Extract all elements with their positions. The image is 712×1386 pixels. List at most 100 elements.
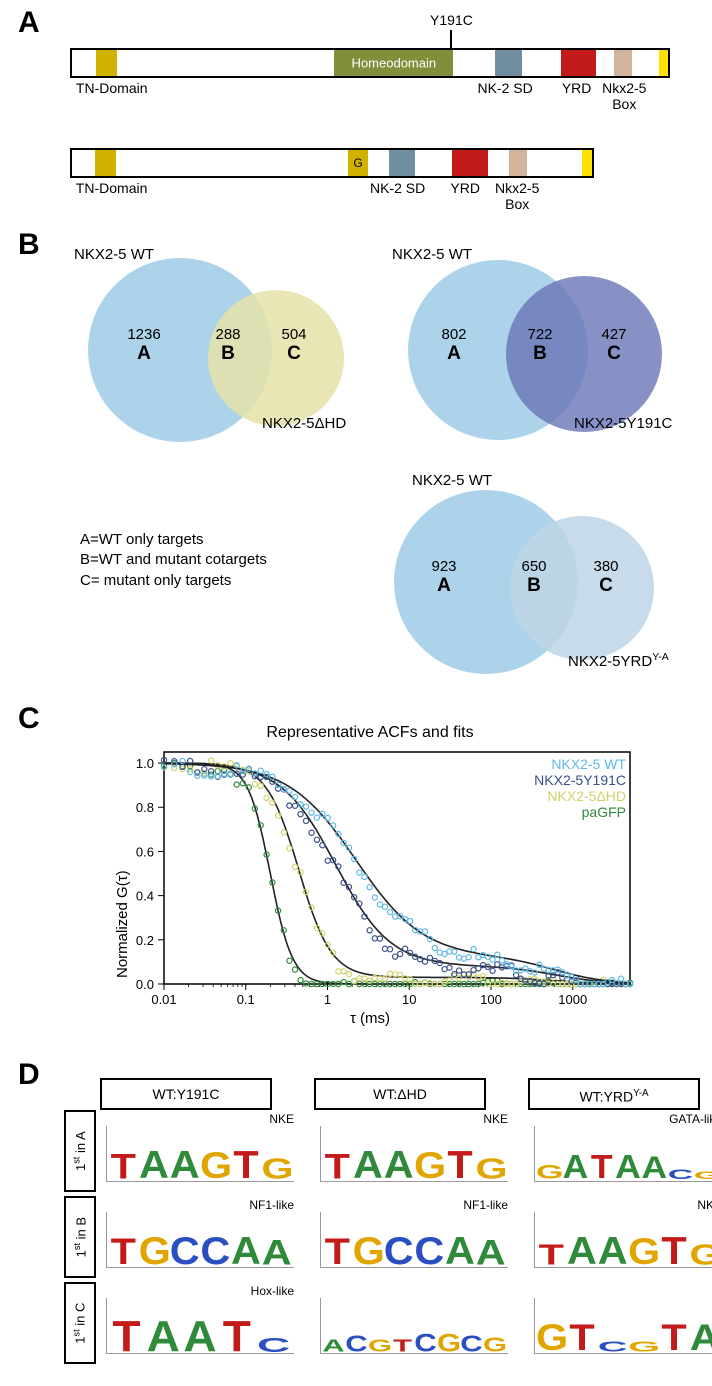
domain-nkx25box	[509, 150, 527, 176]
logo-letter: T	[659, 1324, 690, 1352]
svg-text:0.2: 0.2	[136, 933, 154, 948]
domain-g: G	[348, 150, 369, 176]
logo-letter: G	[536, 1324, 567, 1352]
protein-domain-track: Homeodomain	[70, 48, 670, 78]
logo-letter: A	[689, 1324, 712, 1352]
logo-letter: T	[445, 1151, 476, 1180]
seq-logo-cell: NKETAAGTG	[314, 1110, 512, 1188]
logo-letter: A	[322, 1339, 345, 1352]
logo-letter: T	[536, 1244, 567, 1266]
y-axis-label: Normalized G(τ)	[114, 870, 131, 978]
logo-letter: C	[383, 1237, 414, 1266]
logo-letter: T	[567, 1324, 598, 1352]
logo-letter: T	[589, 1155, 615, 1180]
seq-logo-cell: ACGTCGCG	[314, 1282, 512, 1360]
motif-label: NF1-like	[249, 1198, 294, 1212]
protein-domain-track: G	[70, 148, 594, 178]
seq-logo-cell: NF1-likeTGCCAA	[100, 1196, 298, 1274]
venn-title-left: NKX2-5 WT	[412, 472, 492, 489]
domain-below-label: YRD	[562, 80, 592, 96]
legend-item: NKX2-5ΔHD	[480, 788, 626, 804]
logo-letter: G	[261, 1158, 292, 1180]
panel-label-b: B	[18, 228, 40, 262]
logo-col-header: WT:YRDY-A	[528, 1078, 700, 1110]
logo-letter: C	[200, 1237, 231, 1266]
logo-letter: G	[414, 1152, 445, 1180]
panel-label-c: C	[18, 702, 40, 736]
domain-below-label: Nkx2-5Box	[602, 80, 646, 112]
logo-letter: A	[567, 1237, 598, 1266]
domain-below-label: NK-2 SD	[370, 180, 425, 196]
logo-letter: T	[322, 1154, 353, 1180]
domain-below-label: TN-Domain	[76, 80, 148, 96]
panel-label-d: D	[18, 1058, 40, 1092]
svg-text:1.0: 1.0	[136, 756, 154, 771]
venn-title-right: NKX2-5YRDY-A	[568, 651, 669, 670]
seq-logo-cell: NKETAAGTG	[528, 1196, 712, 1274]
domain-nk2sd	[389, 150, 415, 176]
venn-title-left: NKX2-5 WT	[392, 246, 472, 263]
logo-letter: G	[483, 1337, 506, 1352]
logo-letter: A	[231, 1237, 262, 1266]
logo-letter: A	[641, 1156, 667, 1180]
venn-seg-a: 1236A	[120, 326, 168, 365]
mutation-tick	[450, 30, 452, 48]
svg-text:10: 10	[402, 992, 416, 1007]
logo-letter: A	[261, 1240, 292, 1266]
motif-label: Hox-like	[251, 1284, 294, 1298]
logo-row-header: 1st in B	[64, 1196, 96, 1278]
domain-nk2sd	[495, 50, 522, 76]
logo-letter: G	[628, 1341, 659, 1352]
venn-seg-b: 722B	[516, 326, 564, 365]
svg-text:0.6: 0.6	[136, 844, 154, 859]
logo-letter: C	[667, 1169, 693, 1180]
svg-text:0.01: 0.01	[151, 992, 176, 1007]
logo-letter: A	[182, 1319, 219, 1352]
domain-below-label: YRD	[450, 180, 480, 196]
domain-homeodomain: Homeodomain	[334, 50, 453, 76]
svg-text:0.0: 0.0	[136, 977, 154, 992]
logo-letter: A	[445, 1237, 476, 1266]
venn-legend: A=WT only targetsB=WT and mutant cotarge…	[80, 530, 267, 591]
x-axis-label: τ (ms)	[350, 1010, 390, 1027]
venn-seg-c: 427C	[590, 326, 638, 365]
seq-logo-cell: GTCGTA	[528, 1282, 712, 1360]
logo-letter: T	[218, 1319, 255, 1352]
logo-letter: T	[108, 1154, 139, 1180]
legend-item: NKX2-5 WT	[480, 756, 626, 772]
svg-text:100: 100	[480, 992, 502, 1007]
svg-text:0.4: 0.4	[136, 889, 154, 904]
logo-letter: G	[139, 1237, 170, 1266]
logo-letter: G	[353, 1237, 384, 1266]
venn-title-right: NKX2-5ΔHD	[262, 415, 346, 432]
logo-letter: G	[694, 1172, 712, 1180]
logo-row-header: 1st in A	[64, 1110, 96, 1192]
domain-below-label: Nkx2-5Box	[495, 180, 539, 212]
svg-text:0.1: 0.1	[237, 992, 255, 1007]
venn-wt-vs-yrd: NKX2-5 WTNKX2-5YRDY-A923A650B380C	[376, 476, 676, 686]
logo-col-header: WT:Y191C	[100, 1078, 272, 1110]
domain-yrd	[452, 150, 488, 176]
domain-inner-label: Homeodomain	[352, 56, 437, 71]
logo-letter: T	[231, 1151, 262, 1180]
motif-label: NKE	[269, 1112, 294, 1126]
domain-yrd	[561, 50, 597, 76]
logo-letter: T	[108, 1238, 139, 1266]
acf-chart: Representative ACFs and fits 0.0 0.2 0.4 0.6…	[100, 724, 640, 1024]
logo-letter: C	[597, 1341, 628, 1352]
svg-text:1000: 1000	[558, 992, 587, 1007]
logo-letter: C	[255, 1336, 292, 1352]
logo-letter: C	[169, 1237, 200, 1266]
venn-seg-a: 923A	[420, 558, 468, 597]
domain-endcap	[582, 150, 592, 176]
venn-seg-c: 380C	[582, 558, 630, 597]
logo-letter: A	[169, 1151, 200, 1180]
seq-logo-cell: Hox-likeTAATC	[100, 1282, 298, 1360]
logo-letter: A	[139, 1151, 170, 1180]
logo-col-header: WT:ΔHD	[314, 1078, 486, 1110]
legend-item: paGFP	[480, 804, 626, 820]
venn-seg-a: 802A	[430, 326, 478, 365]
logo-letter: A	[615, 1155, 641, 1180]
chart-title: Representative ACFs and fits	[266, 724, 473, 742]
svg-text:0.8: 0.8	[136, 800, 154, 815]
